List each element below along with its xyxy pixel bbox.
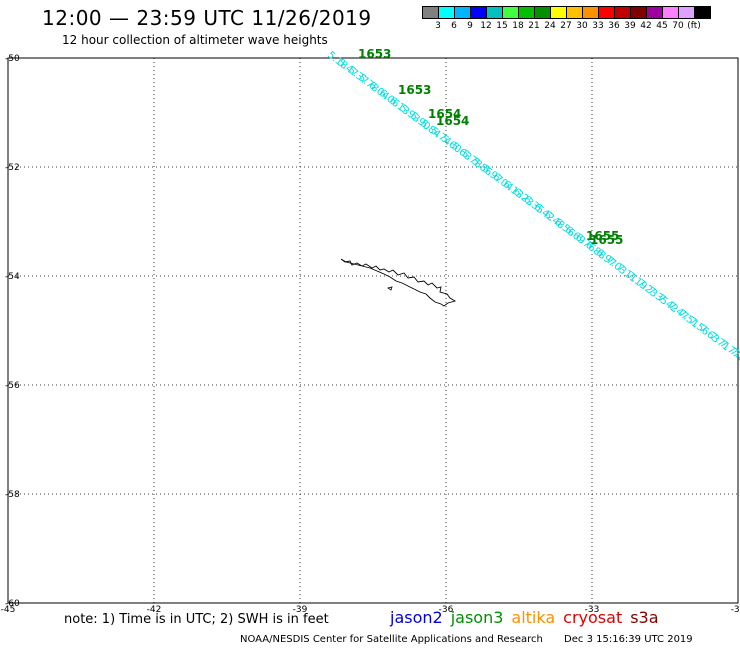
south-georgia-coastline	[340, 258, 457, 307]
time-label: 1655	[586, 229, 619, 243]
map-title: 12:00 — 23:59 UTC 11/26/2019	[42, 6, 372, 30]
legend-label: 45	[656, 21, 668, 31]
longitude-label: -42	[147, 605, 162, 615]
legend-label: 6	[451, 21, 457, 31]
time-label: 1654	[436, 114, 469, 128]
longitude-label: -36	[439, 605, 454, 615]
island-fragment	[387, 286, 393, 291]
graticule	[7, 57, 739, 604]
time-label: 1655	[590, 233, 623, 247]
legend-label: 36	[608, 21, 620, 31]
satellite-legend: jason2 jason3 altika cryosat s3a	[390, 608, 667, 627]
legend-label: 24	[544, 21, 556, 31]
credit-text: NOAA/NESDIS Center for Satellite Applica…	[240, 634, 543, 645]
satellite-jason3: jason3	[450, 608, 504, 627]
map-frame	[7, 57, 739, 604]
altimeter-track: 5.185.475.375.786.046.066.135.935.905.84…	[325, 47, 740, 376]
legend-label: 30	[576, 21, 588, 31]
longitude-label: -30	[731, 605, 740, 615]
legend-label: 39	[624, 21, 636, 31]
legend-label: 27	[560, 21, 572, 31]
longitude-label: -33	[585, 605, 600, 615]
credit-line: NOAA/NESDIS Center for Satellite Applica…	[240, 634, 693, 645]
generated-timestamp: Dec 3 15:16:39 UTC 2019	[564, 634, 693, 645]
legend-label: (ft)	[687, 21, 701, 31]
legend-label: 33	[592, 21, 604, 31]
legend-label: 9	[467, 21, 473, 31]
color-legend-labels: 3 6 9 12 15 18 21 24 27 30 33 36 39 42 45 70 (ft)	[422, 21, 740, 33]
longitude-label: -39	[293, 605, 308, 615]
satellite-jason2: jason2	[390, 608, 443, 627]
time-label: 1654	[428, 107, 461, 121]
axis-labels: -45 -42 -39 -36 -33 -30 -50 -52 -54 -56 -58 -60	[1, 54, 740, 615]
latitude-label: -56	[5, 381, 20, 391]
time-label: 1653	[358, 47, 391, 61]
legend-label: 70	[672, 21, 684, 31]
legend-label: 42	[640, 21, 652, 31]
time-label: 1653	[398, 83, 431, 97]
satellite-cryosat: cryosat	[563, 608, 623, 627]
latitude-label: -50	[5, 54, 20, 64]
satellite-altika: altika	[511, 608, 556, 627]
latitude-label: -54	[5, 272, 20, 282]
longitude-label: -45	[1, 605, 16, 615]
legend-label: 3	[435, 21, 441, 31]
units-note: note: 1) Time is in UTC; 2) SWH is in fe…	[64, 612, 329, 627]
color-legend	[422, 6, 711, 19]
latitude-label: -60	[5, 599, 20, 609]
latitude-label: -58	[5, 490, 20, 500]
map-subtitle: 12 hour collection of altimeter wave hei…	[62, 33, 328, 47]
legend-label: 18	[512, 21, 524, 31]
legend-label: 12	[480, 21, 492, 31]
satellite-s3a: s3a	[630, 608, 659, 627]
legend-label: 21	[528, 21, 540, 31]
legend-swatch	[694, 6, 711, 19]
legend-label: 15	[496, 21, 508, 31]
latitude-label: -52	[5, 163, 20, 173]
